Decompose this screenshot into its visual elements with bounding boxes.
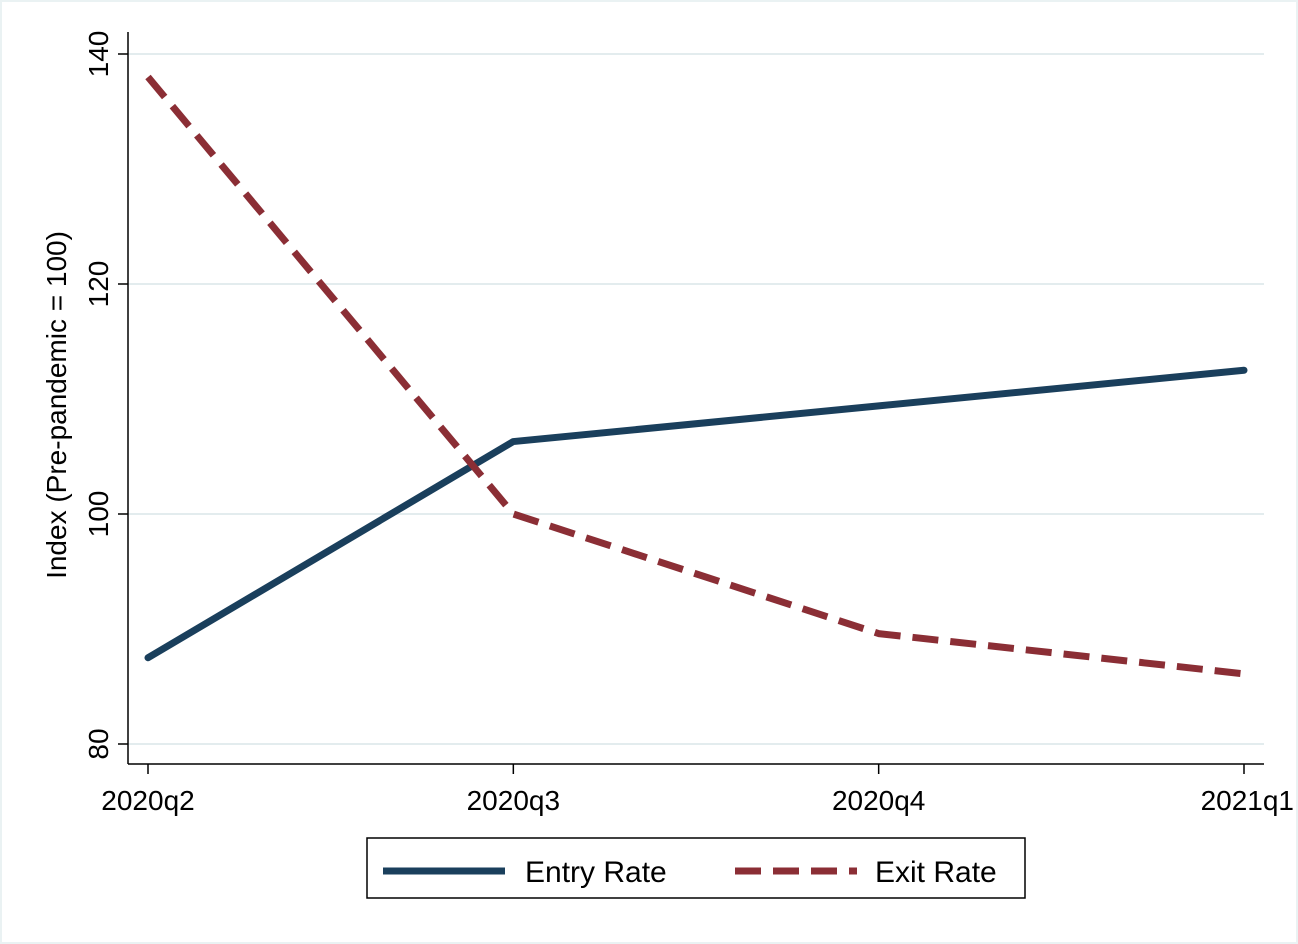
x-ticks: 2020q2 2020q3 2020q4 2021q1 <box>101 764 1294 816</box>
legend-label: Entry Rate <box>525 856 667 889</box>
x-tick-label: 2020q2 <box>101 785 194 816</box>
y-tick-label: 100 <box>83 491 114 538</box>
y-ticks: 80 100 120 140 <box>83 31 128 760</box>
series-line-entry-rate <box>144 366 1248 662</box>
x-tick-label: 2020q3 <box>467 785 560 816</box>
y-tick-label: 80 <box>83 728 114 759</box>
gridlines <box>128 53 1264 745</box>
axes <box>127 32 1264 765</box>
legend: Entry Rate Exit Rate <box>366 837 1026 899</box>
y-axis-title: Index (Pre-pandemic = 100) <box>41 231 72 579</box>
series-line-exit-rate <box>145 74 1245 678</box>
y-tick-label: 120 <box>83 261 114 308</box>
x-tick-label: 2020q4 <box>832 785 925 816</box>
legend-label: Exit Rate <box>875 856 997 889</box>
series-lines <box>144 74 1248 678</box>
y-tick-label: 140 <box>83 31 114 78</box>
x-tick-label: 2021q1 <box>1201 785 1294 816</box>
